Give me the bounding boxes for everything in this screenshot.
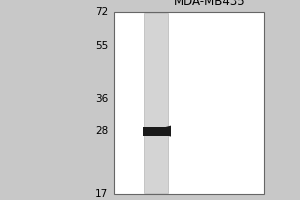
Polygon shape — [150, 126, 171, 137]
Bar — [144, 13, 168, 193]
Bar — [114, 12, 264, 194]
Bar — [142, 127, 170, 136]
Text: MDA-MB435: MDA-MB435 — [174, 0, 246, 8]
Text: 72: 72 — [95, 7, 108, 17]
Text: 36: 36 — [95, 94, 108, 104]
Text: 17: 17 — [95, 189, 108, 199]
Text: 55: 55 — [95, 41, 108, 51]
Text: 28: 28 — [95, 126, 108, 136]
